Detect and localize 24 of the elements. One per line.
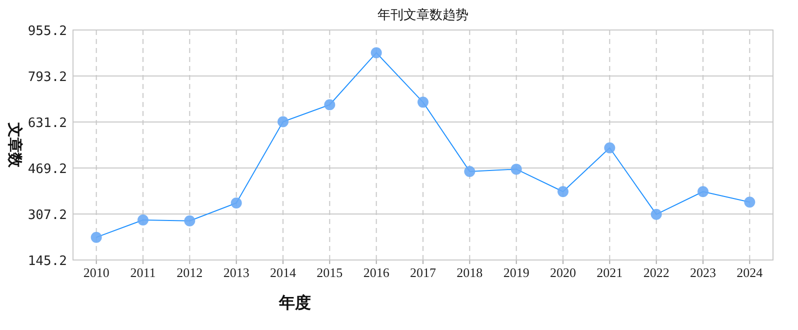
y-tick-label: 793.2 (28, 70, 67, 85)
x-tick-label: 2021 (596, 265, 623, 280)
y-tick-label: 955.2 (28, 24, 67, 39)
x-tick-label: 2020 (550, 265, 576, 280)
x-tick-label: 2016 (363, 265, 390, 280)
x-tick-label: 2019 (503, 265, 530, 280)
y-tick-label: 631.2 (28, 116, 67, 131)
y-axis-title: 文章数 (6, 122, 24, 168)
x-tick-label: 2022 (643, 265, 670, 280)
x-tick-label: 2017 (410, 265, 436, 280)
x-tick-label: 2014 (270, 265, 296, 280)
y-tick-label: 469.2 (28, 162, 67, 177)
x-tick-label: 2018 (456, 265, 483, 280)
x-tick-label: 2010 (83, 265, 110, 280)
x-tick-label: 2015 (316, 265, 343, 280)
x-tick-label: 2023 (690, 265, 716, 280)
x-tick-label: 2012 (176, 265, 203, 280)
x-tick-label: 2024 (736, 265, 764, 280)
y-tick-label: 307.2 (28, 208, 67, 223)
x-tick-label: 2011 (130, 265, 156, 280)
x-tick-label: 2013 (223, 265, 250, 280)
chart-title: 年刊文章数趋势 (378, 8, 468, 23)
x-axis-title: 年度 (278, 293, 311, 312)
y-tick-label: 145.2 (28, 254, 67, 269)
